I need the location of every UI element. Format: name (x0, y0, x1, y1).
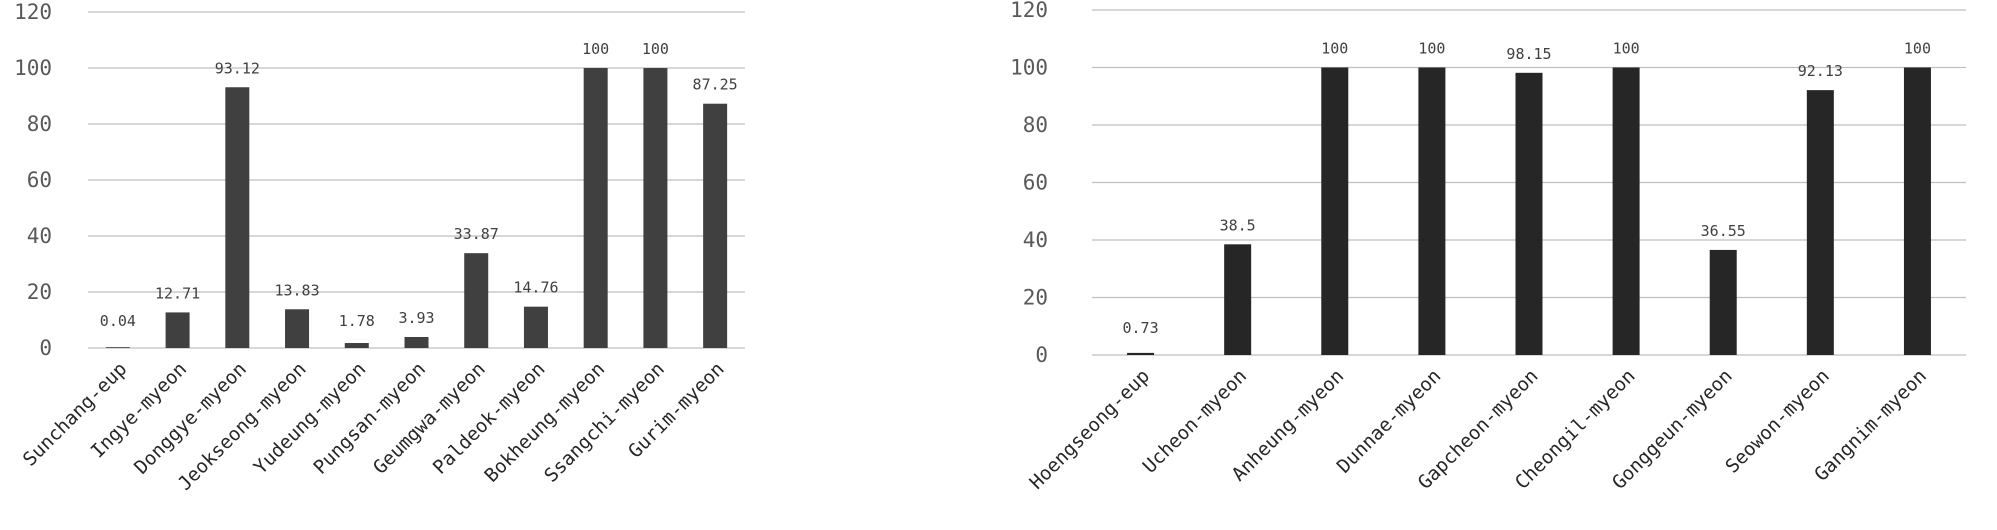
data-label: 14.76 (513, 279, 558, 297)
bar (1806, 90, 1834, 355)
bar (404, 336, 429, 348)
data-label: 100 (642, 40, 669, 58)
bar (1612, 67, 1640, 355)
data-labels: 0.73 38.5 100 100 98.15 100 36.55 92.13 100 (1122, 40, 1930, 338)
y-tick-label: 100 (1010, 56, 1048, 80)
y-tick-labels: 0 20 40 60 80 100 120 (1010, 0, 1048, 367)
bar (703, 103, 728, 348)
y-tick-label: 80 (1023, 113, 1048, 137)
y-tick-label: 120 (1010, 0, 1048, 22)
bar (1515, 72, 1543, 355)
x-category-label: Ucheon-myeon (1139, 365, 1252, 478)
bar (523, 306, 548, 348)
bar (1903, 67, 1931, 355)
y-tick-labels: 0 20 40 60 80 100 120 (14, 0, 52, 360)
x-category-label: Sunchang-eup (19, 358, 132, 471)
data-label: 12.71 (155, 284, 200, 302)
bar (225, 87, 250, 348)
bar (285, 309, 310, 348)
y-tick-label: 60 (1023, 171, 1048, 195)
y-tick-label: 80 (27, 112, 52, 136)
bar (1709, 249, 1737, 355)
data-label: 100 (582, 40, 609, 58)
data-label: 92.13 (1798, 62, 1843, 80)
data-label: 0.04 (100, 312, 136, 330)
x-category-label: Pungsan-myeon (309, 358, 430, 479)
bar (583, 68, 608, 348)
y-tick-label: 40 (1023, 228, 1048, 252)
bar (643, 68, 668, 348)
data-label: 38.5 (1220, 216, 1256, 234)
bar (1418, 67, 1446, 355)
data-label: 33.87 (454, 225, 499, 243)
x-category-label: Dunnae-myeon (1333, 365, 1446, 478)
bar (165, 312, 190, 348)
x-category-labels: Hoengseong-eupUcheon-myeonAnheung-myeonD… (1025, 365, 1931, 494)
bar (1127, 352, 1155, 355)
bar (105, 347, 130, 348)
bar (1224, 244, 1252, 355)
y-tick-label: 100 (14, 56, 52, 80)
y-tick-label: 0 (39, 336, 52, 360)
y-tick-label: 0 (1035, 343, 1048, 367)
x-category-label: Paldeok-myeon (429, 358, 550, 479)
x-category-label: Seowon-myeon (1721, 365, 1834, 478)
y-tick-label: 20 (27, 280, 52, 304)
data-label: 1.78 (339, 312, 375, 330)
bar (344, 343, 369, 348)
bars (105, 68, 728, 348)
right-bar-chart: 0 20 40 60 80 100 120 0.73 38.5 100 100 98.15 100 36.… (1010, 0, 1966, 494)
data-label: 100 (1321, 40, 1348, 58)
y-tick-label: 40 (27, 224, 52, 248)
data-label: 98.15 (1506, 45, 1551, 63)
data-label: 100 (1904, 40, 1931, 58)
y-tick-label: 60 (27, 168, 52, 192)
bar (464, 253, 489, 348)
data-label: 100 (1418, 40, 1445, 58)
data-labels: 0.04 12.71 93.12 13.83 1.78 3.93 33.87 14.76 100… (100, 40, 738, 330)
data-label: 0.73 (1122, 319, 1158, 337)
x-category-label: Yudeung-myeon (250, 358, 371, 479)
data-label: 13.83 (274, 281, 319, 299)
x-category-label: Geumgwa-myeon (369, 358, 490, 479)
bar (1321, 67, 1349, 355)
bars (1127, 67, 1931, 355)
data-label: 36.55 (1701, 222, 1746, 240)
x-category-labels: Sunchang-eupIngye-myeonDonggye-myeonJeok… (19, 358, 729, 495)
left-bar-chart: 0 20 40 60 80 100 120 0.04 12.71 93.12 13.83 1.78 3.… (14, 0, 745, 495)
x-category-label: Hoengseong-eup (1025, 365, 1154, 494)
y-tick-label: 120 (14, 0, 52, 24)
data-label: 100 (1613, 40, 1640, 58)
data-label: 93.12 (215, 59, 260, 77)
data-label: 87.25 (693, 76, 738, 94)
y-tick-label: 20 (1023, 286, 1048, 310)
gridlines (88, 11, 745, 349)
data-label: 3.93 (398, 309, 434, 327)
x-category-label: Donggye-myeon (130, 358, 251, 479)
